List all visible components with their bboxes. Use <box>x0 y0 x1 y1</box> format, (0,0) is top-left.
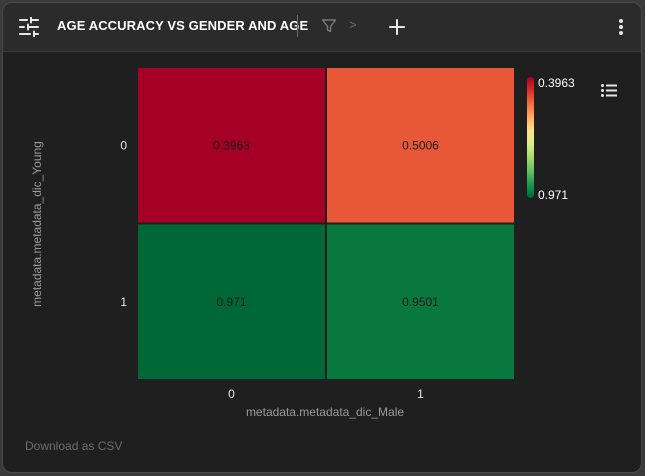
chart-title: AGE ACCURACY VS GENDER AND AGE <box>57 18 309 33</box>
sliders-icon[interactable] <box>17 16 41 38</box>
list-icon[interactable] <box>601 84 617 97</box>
colorbar-max-label: 0.3963 <box>538 76 575 90</box>
download-csv-link[interactable]: Download as CSV <box>25 439 123 453</box>
heatmap-cell-label: 0.971 <box>216 295 246 309</box>
header-divider <box>297 15 298 37</box>
heatmap-cell[interactable] <box>325 66 516 225</box>
heatmap-cell-label: 0.5006 <box>402 138 439 152</box>
heatmap-cell-label: 0.9501 <box>402 295 439 309</box>
x-axis-label: metadata.metadata_dic_Male <box>246 405 404 419</box>
colorbar <box>527 77 534 198</box>
y-tick-label: 1 <box>120 295 127 309</box>
heatmap-cell[interactable] <box>136 66 327 225</box>
breadcrumb-separator: > <box>349 17 357 32</box>
y-axis-ticks: 01 <box>120 138 127 309</box>
more-vertical-icon[interactable] <box>613 17 629 37</box>
plus-icon[interactable] <box>387 17 407 37</box>
heatmap-cell[interactable] <box>136 222 327 381</box>
colorbar-min-label: 0.971 <box>538 188 568 202</box>
panel-header: AGE ACCURACY VS GENDER AND AGE > <box>3 3 641 52</box>
heatmap-cell-labels: 0.3963 0.5006 0.971 0.9501 <box>213 138 439 309</box>
filter-icon[interactable] <box>320 17 338 35</box>
x-tick-label: 1 <box>417 387 424 401</box>
y-axis-label: metadata.metadata_dic_Young <box>30 141 44 307</box>
y-tick-label: 0 <box>120 138 127 152</box>
x-tick-label: 0 <box>228 387 235 401</box>
heatmap-cell[interactable] <box>325 222 516 381</box>
heatmap-cells <box>136 66 516 381</box>
heatmap-cell-label: 0.3963 <box>213 138 250 152</box>
